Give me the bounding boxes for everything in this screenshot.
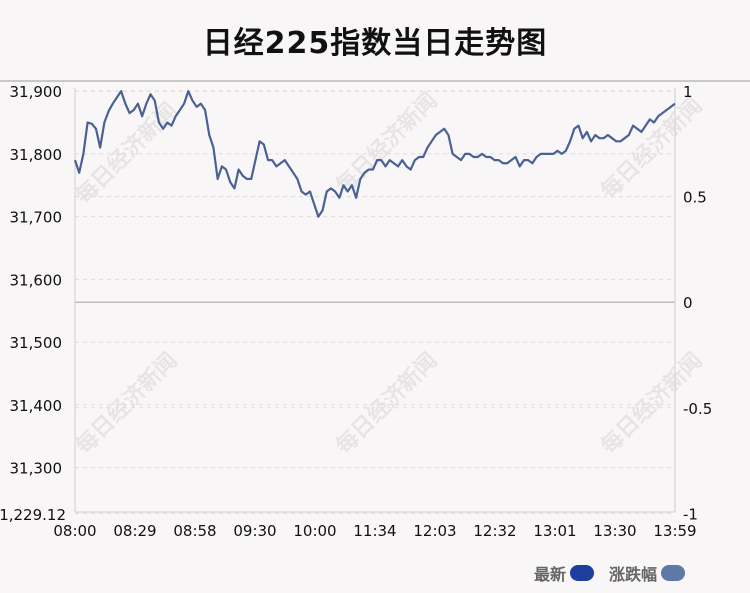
left-tick-label-0: 31,900 bbox=[10, 83, 63, 101]
left-tick-label-6: 31,300 bbox=[10, 460, 63, 478]
x-tick-label-2: 08:58 bbox=[173, 522, 216, 540]
left-tick-label-2: 31,700 bbox=[10, 209, 63, 227]
series-line-latest bbox=[73, 90, 676, 218]
x-tick-label-1: 08:29 bbox=[113, 522, 156, 540]
title-divider bbox=[0, 80, 750, 82]
left-tick-label-4: 31,500 bbox=[10, 334, 63, 352]
x-tick-label-4: 10:00 bbox=[293, 522, 336, 540]
right-tick-label-3: -0.5 bbox=[683, 400, 712, 418]
x-tick-label-3: 09:30 bbox=[233, 522, 276, 540]
legend-swatch-latest bbox=[570, 565, 595, 581]
legend-swatch-change bbox=[661, 565, 686, 581]
watermark-layer bbox=[70, 87, 708, 460]
x-tick-label-10: 13:59 bbox=[653, 522, 696, 540]
left-tick-label-7: 31,229.12 bbox=[0, 506, 66, 524]
legend-item-change[interactable]: 涨跌幅 bbox=[609, 562, 686, 584]
right-axis-ticks: 1 0.5 0 -0.5 -1 bbox=[683, 83, 712, 523]
legend-label-change: 涨跌幅 bbox=[609, 565, 658, 584]
x-tick-label-7: 12:32 bbox=[473, 522, 516, 540]
x-tick-label-9: 13:30 bbox=[593, 522, 636, 540]
x-tick-label-0: 08:00 bbox=[53, 522, 96, 540]
left-axis-ticks: 31,900 31,800 31,700 31,600 31,500 31,400 31,3… bbox=[0, 83, 66, 524]
chart-title: 日经225指数当日走势图 bbox=[202, 26, 548, 61]
right-tick-label-2: 0 bbox=[683, 294, 693, 312]
legend-item-latest[interactable]: 最新 bbox=[534, 562, 595, 584]
left-tick-label-5: 31,400 bbox=[10, 397, 63, 415]
right-tick-label-0: 1 bbox=[683, 83, 693, 101]
left-tick-label-3: 31,600 bbox=[10, 271, 63, 289]
legend-label-latest: 最新 bbox=[534, 565, 567, 584]
x-tick-label-8: 13:01 bbox=[533, 522, 576, 540]
axes bbox=[74, 88, 676, 513]
x-axis-ticks: 08:00 08:29 08:58 09:30 10:00 11:34 12:03 12:32… bbox=[53, 522, 696, 540]
right-tick-label-1: 0.5 bbox=[683, 189, 707, 207]
right-tick-label-4: -1 bbox=[683, 505, 698, 523]
x-tick-label-6: 12:03 bbox=[413, 522, 456, 540]
x-tick-label-5: 11:34 bbox=[353, 522, 396, 540]
left-tick-label-1: 31,800 bbox=[10, 146, 63, 164]
